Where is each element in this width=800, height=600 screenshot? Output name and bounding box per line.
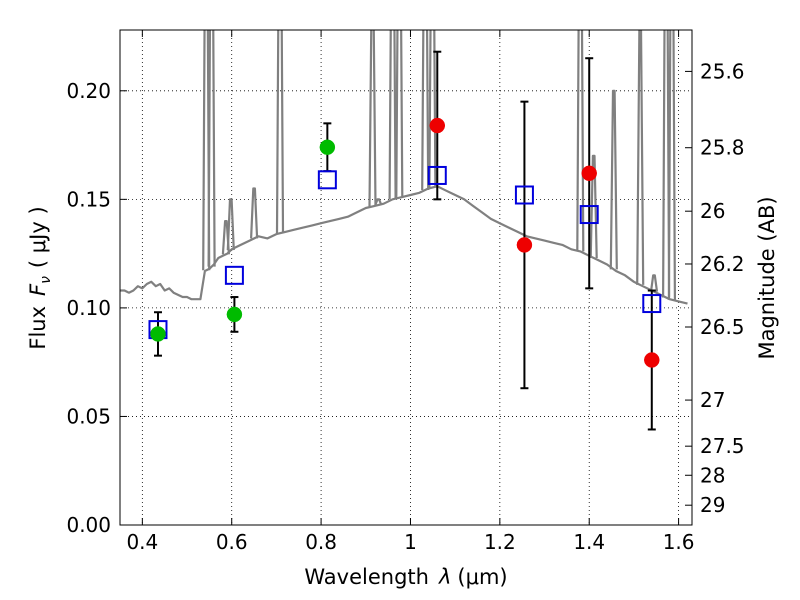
- y-tick-label: 0.05: [66, 404, 111, 428]
- emission-line-spike: [226, 198, 235, 251]
- x-tick-label: 1.6: [663, 530, 695, 554]
- emission-line-spike: [649, 274, 659, 292]
- observed-flux-point: [429, 117, 446, 134]
- observed-flux-point: [581, 165, 597, 182]
- y2-tick-label: 25.8: [700, 136, 745, 160]
- emission-line-spike: [428, 30, 437, 188]
- observed-flux-point: [226, 306, 243, 323]
- y-tick-label: 0.15: [66, 187, 111, 211]
- emission-line-spike: [250, 187, 259, 239]
- y2-tick-label: 26.5: [700, 315, 745, 339]
- axes: 0.4 0.6 0.8 1 1.2 1.4 1.6 0.00 0.05 0.10 0.15 0.20 2…: [66, 30, 745, 554]
- y2-axis-label: Magnitude (AB): [755, 196, 779, 359]
- model-photometry-square: [514, 185, 534, 205]
- x-axis-label: Wavelength λ (μm): [304, 565, 507, 589]
- emission-line-spike: [421, 30, 430, 191]
- emission-line-spike: [395, 30, 404, 198]
- emission-line-spike: [609, 89, 618, 270]
- y-axis-label: FluxFν( μJy ): [26, 206, 54, 349]
- model-photometry-square: [642, 294, 662, 314]
- model-photometry-square: [224, 265, 244, 285]
- plot-frame: [119, 29, 693, 526]
- model-photometry-square: [317, 170, 337, 190]
- observed-flux-point: [644, 352, 660, 368]
- x-tick-label: 1: [404, 530, 417, 554]
- emission-line-spike: [667, 30, 676, 300]
- emission-line-spike: [374, 198, 383, 206]
- plot-area: [120, 30, 688, 431]
- x-tick-label: 1.2: [484, 530, 516, 554]
- y2-tick-label: 27: [700, 388, 725, 412]
- y2-tick-label: 27.5: [700, 434, 745, 458]
- emission-line-spike: [636, 30, 645, 285]
- x-tick-label: 0.4: [126, 530, 158, 554]
- emission-line-spike: [662, 30, 671, 298]
- y2-tick-label: 26.2: [700, 252, 745, 276]
- observed-flux-point: [319, 139, 336, 155]
- observed-flux-point: [150, 326, 166, 342]
- emission-line-spike: [275, 30, 285, 234]
- model-photometry-square: [427, 165, 447, 185]
- y-tick-label: 0.10: [66, 296, 111, 320]
- x-tick-label: 0.6: [216, 530, 248, 554]
- y2-tick-label: 26: [700, 199, 725, 223]
- y-tick-label: 0.20: [66, 79, 111, 103]
- y2-tick-label: 28: [700, 463, 725, 487]
- model-spectrum-line: [120, 185, 688, 305]
- y2-tick-label: 25.6: [700, 59, 745, 83]
- plot-background: [120, 30, 692, 525]
- emission-line-spike: [207, 30, 216, 267]
- model-photometry-square: [579, 205, 599, 225]
- x-tick-label: 1.4: [573, 530, 605, 554]
- y2-tick-label: 29: [700, 493, 725, 517]
- y-tick-label: 0.00: [66, 513, 111, 537]
- emission-line-spike: [576, 30, 585, 252]
- emission-line-spike: [202, 30, 211, 271]
- emission-line-spike: [368, 30, 377, 207]
- observed-flux-point: [516, 237, 533, 253]
- x-tick-label: 0.8: [305, 530, 337, 554]
- emission-line-spike: [388, 30, 397, 200]
